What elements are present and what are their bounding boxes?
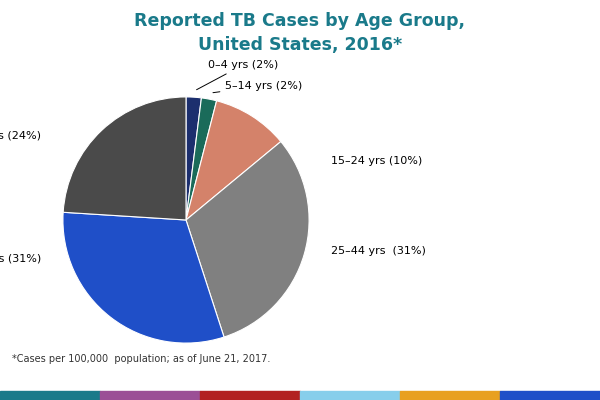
Text: *Cases per 100,000  population; as of June 21, 2017.: *Cases per 100,000 population; as of Jun… bbox=[12, 354, 271, 364]
Wedge shape bbox=[186, 98, 217, 220]
Text: 45–64 yrs (31%): 45–64 yrs (31%) bbox=[0, 254, 41, 264]
Wedge shape bbox=[186, 142, 309, 337]
Wedge shape bbox=[63, 212, 224, 343]
Text: 25–44 yrs  (31%): 25–44 yrs (31%) bbox=[331, 246, 426, 256]
Text: ≥65 yrs (24%): ≥65 yrs (24%) bbox=[0, 131, 41, 141]
Text: 0–4 yrs (2%): 0–4 yrs (2%) bbox=[197, 60, 278, 90]
Text: 5–14 yrs (2%): 5–14 yrs (2%) bbox=[213, 81, 302, 93]
Wedge shape bbox=[63, 97, 186, 220]
Wedge shape bbox=[186, 97, 202, 220]
Text: Reported TB Cases by Age Group,
United States, 2016*: Reported TB Cases by Age Group, United S… bbox=[134, 12, 466, 54]
Wedge shape bbox=[186, 101, 281, 220]
Text: 15–24 yrs (10%): 15–24 yrs (10%) bbox=[331, 156, 422, 166]
